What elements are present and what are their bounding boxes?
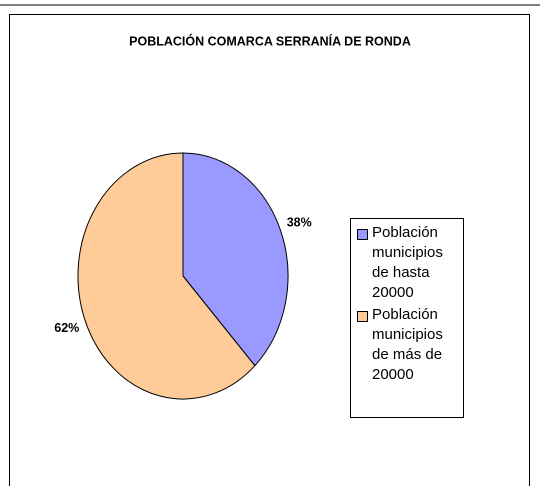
pie-slice xyxy=(77,152,256,400)
chart-title: POBLACIÓN COMARCA SERRANÍA DE RONDA xyxy=(129,33,411,48)
data-label: 62% xyxy=(54,321,79,335)
legend-entry: Población municipios de más de 20000 xyxy=(357,305,459,385)
legend: Población municipios de hasta 20000 Pobla… xyxy=(350,218,464,418)
legend-label: Población municipios de hasta 20000 xyxy=(372,224,443,301)
legend-swatch xyxy=(357,229,368,240)
legend-label: Población municipios de más de 20000 xyxy=(372,306,443,383)
legend-entry: Población municipios de hasta 20000 xyxy=(357,223,459,303)
legend-swatch xyxy=(357,311,368,322)
pie-slice xyxy=(182,152,289,367)
data-label: 38% xyxy=(287,216,312,230)
